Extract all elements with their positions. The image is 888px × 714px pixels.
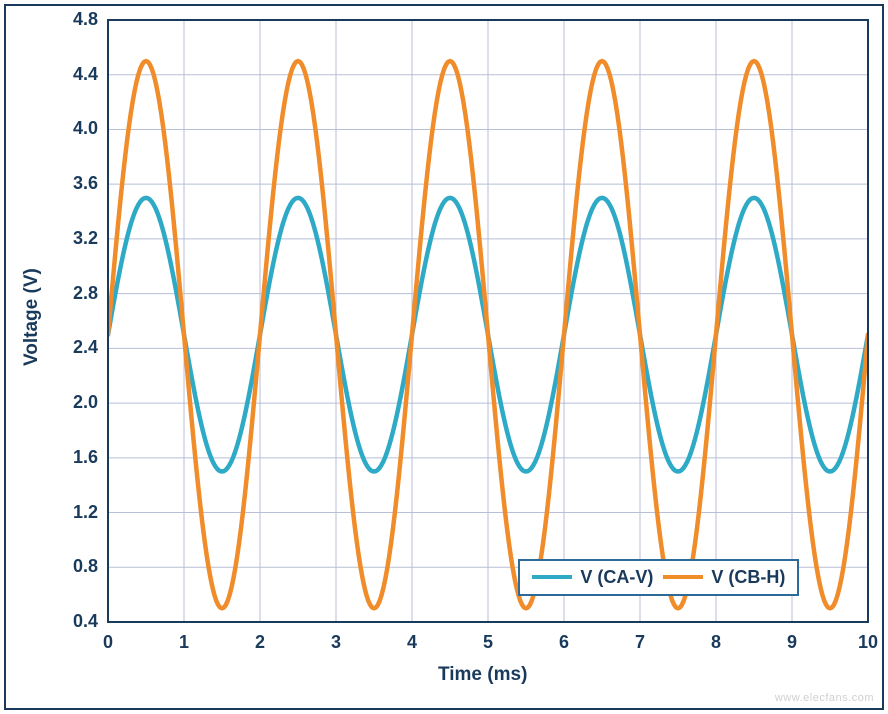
x-tick-label: 6 <box>552 632 576 653</box>
x-tick-label: 8 <box>704 632 728 653</box>
y-tick-label: 0.4 <box>73 611 98 632</box>
y-tick-label: 3.6 <box>73 173 98 194</box>
x-tick-label: 1 <box>172 632 196 653</box>
plot-area <box>0 0 888 714</box>
legend-item-1: V (CB-H) <box>663 567 785 588</box>
y-tick-label: 2.8 <box>73 283 98 304</box>
legend-swatch-0 <box>532 575 572 579</box>
x-tick-label: 9 <box>780 632 804 653</box>
y-tick-label: 1.2 <box>73 502 98 523</box>
y-axis-label: Voltage (V) <box>21 268 43 366</box>
y-tick-label: 3.2 <box>73 228 98 249</box>
y-tick-label: 4.0 <box>73 118 98 139</box>
y-tick-label: 1.6 <box>73 447 98 468</box>
watermark: www.elecfans.com <box>775 692 874 704</box>
y-tick-label: 4.4 <box>73 64 98 85</box>
legend: V (CA-V) V (CB-H) <box>518 559 799 596</box>
x-axis-label: Time (ms) <box>438 664 527 686</box>
y-tick-label: 2.0 <box>73 392 98 413</box>
x-tick-label: 3 <box>324 632 348 653</box>
legend-swatch-1 <box>663 575 703 579</box>
y-tick-label: 0.8 <box>73 556 98 577</box>
x-tick-label: 5 <box>476 632 500 653</box>
legend-label-1: V (CB-H) <box>711 567 785 588</box>
x-tick-label: 2 <box>248 632 272 653</box>
x-tick-label: 7 <box>628 632 652 653</box>
x-tick-label: 10 <box>856 632 880 653</box>
y-tick-label: 2.4 <box>73 337 98 358</box>
x-tick-label: 4 <box>400 632 424 653</box>
chart-container: Voltage (V) Time (ms) V (CA-V) V (CB-H) w… <box>0 0 888 714</box>
y-tick-label: 4.8 <box>73 9 98 30</box>
x-tick-label: 0 <box>96 632 120 653</box>
legend-label-0: V (CA-V) <box>580 567 653 588</box>
legend-item-0: V (CA-V) <box>532 567 653 588</box>
